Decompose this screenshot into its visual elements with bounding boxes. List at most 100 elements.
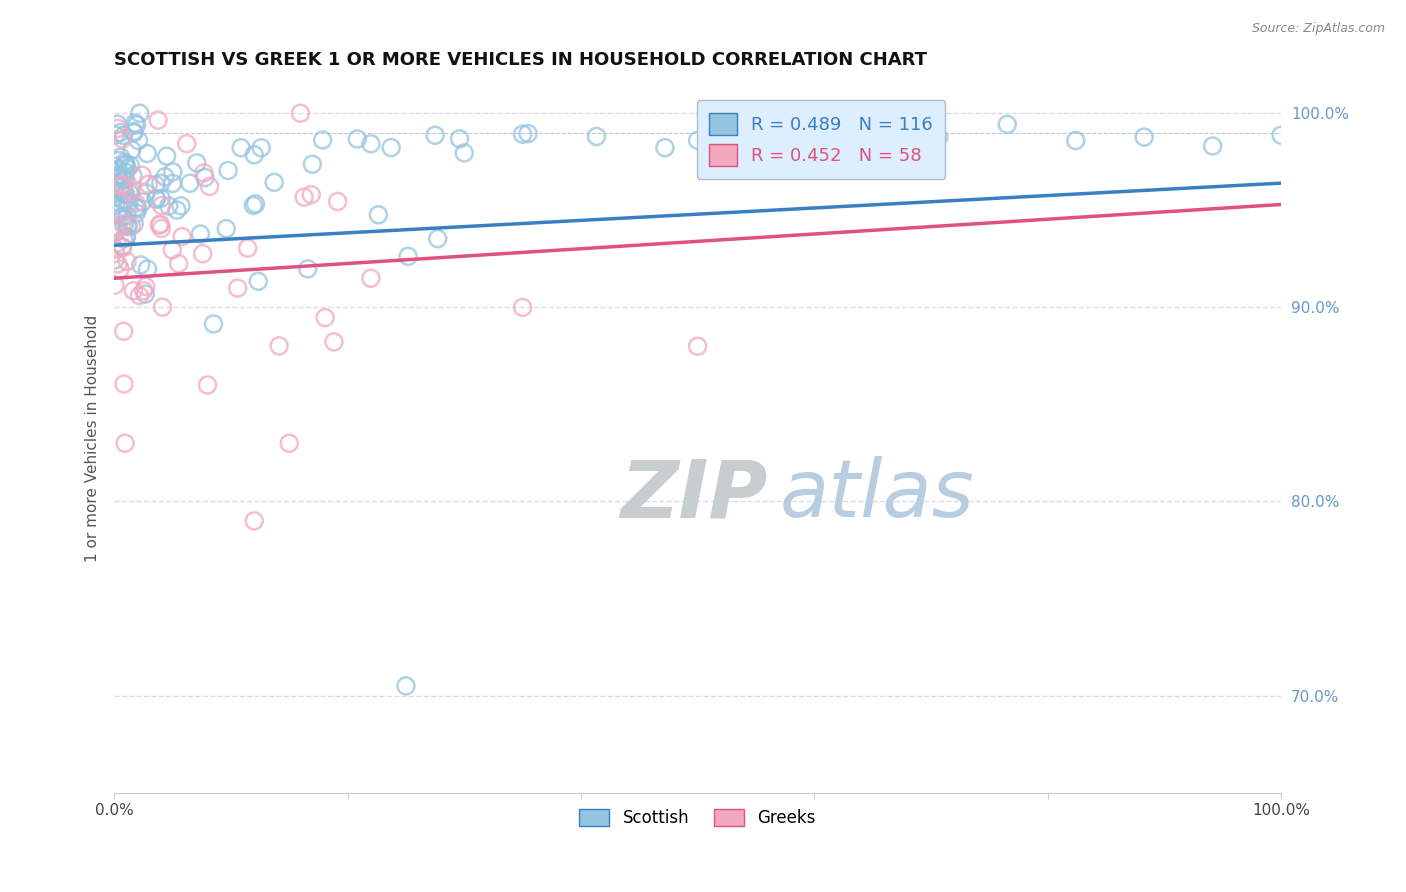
Point [114, 155, 136, 169]
Point [107, 121, 129, 136]
Point [1270, 128, 1292, 143]
Point [125, 206, 148, 220]
Point [118, 186, 141, 201]
Point [107, 162, 129, 177]
Point [170, 229, 193, 244]
Point [585, 129, 607, 144]
Y-axis label: 1 or more Vehicles in Household: 1 or more Vehicles in Household [86, 315, 100, 562]
Point [423, 128, 446, 143]
Point [167, 257, 190, 271]
Point [512, 301, 534, 315]
Point [928, 130, 950, 145]
Point [162, 177, 184, 191]
Point [114, 436, 136, 450]
Point [122, 126, 145, 140]
Point [114, 186, 136, 201]
Point [104, 220, 127, 235]
Point [111, 169, 134, 184]
Point [156, 149, 179, 163]
Point [162, 243, 184, 257]
Point [153, 169, 176, 184]
Point [107, 168, 129, 182]
Point [104, 223, 127, 237]
Point [170, 199, 193, 213]
Point [115, 229, 138, 244]
Point [136, 146, 159, 161]
Point [191, 246, 214, 260]
Point [995, 117, 1018, 131]
Point [111, 210, 134, 224]
Point [449, 132, 471, 146]
Point [229, 141, 252, 155]
Point [128, 288, 150, 302]
Text: SCOTTISH VS GREEK 1 OR MORE VEHICLES IN HOUSEHOLD CORRELATION CHART: SCOTTISH VS GREEK 1 OR MORE VEHICLES IN … [114, 51, 927, 69]
Point [121, 219, 143, 234]
Point [453, 145, 475, 160]
Point [111, 132, 134, 146]
Point [194, 170, 217, 185]
Point [148, 218, 170, 232]
Point [112, 128, 135, 143]
Point [108, 262, 131, 277]
Point [108, 195, 131, 210]
Point [110, 178, 132, 193]
Point [111, 178, 134, 192]
Point [311, 133, 333, 147]
Point [115, 161, 138, 176]
Point [149, 217, 172, 231]
Point [686, 339, 709, 353]
Point [236, 241, 259, 255]
Point [112, 195, 135, 210]
Point [145, 192, 167, 206]
Point [111, 179, 134, 194]
Point [190, 227, 212, 241]
Point [1201, 139, 1223, 153]
Point [162, 165, 184, 179]
Point [104, 243, 127, 257]
Point [150, 191, 173, 205]
Point [136, 262, 159, 277]
Point [132, 284, 155, 298]
Point [179, 176, 201, 190]
Point [112, 172, 135, 186]
Point [122, 124, 145, 138]
Point [122, 284, 145, 298]
Point [104, 128, 127, 142]
Point [114, 218, 136, 232]
Point [186, 156, 208, 170]
Point [108, 153, 131, 168]
Point [115, 209, 138, 223]
Point [127, 202, 149, 216]
Point [290, 106, 312, 120]
Point [105, 207, 128, 221]
Point [859, 148, 882, 162]
Point [512, 127, 534, 141]
Point [150, 221, 173, 235]
Point [114, 158, 136, 172]
Point [1064, 134, 1087, 148]
Point [118, 197, 141, 211]
Point [111, 185, 134, 199]
Point [104, 278, 127, 293]
Text: atlas: atlas [779, 456, 974, 534]
Point [654, 141, 676, 155]
Point [198, 179, 221, 194]
Point [108, 126, 131, 140]
Point [297, 261, 319, 276]
Point [215, 221, 238, 235]
Point [152, 300, 174, 314]
Text: ZIP: ZIP [620, 456, 768, 534]
Point [278, 436, 301, 450]
Point [105, 235, 128, 250]
Point [380, 140, 402, 154]
Point [517, 127, 540, 141]
Point [193, 166, 215, 180]
Point [301, 157, 323, 171]
Point [114, 165, 136, 179]
Point [115, 254, 138, 268]
Point [129, 258, 152, 272]
Point [112, 377, 135, 392]
Point [217, 163, 239, 178]
Point [115, 195, 138, 210]
Point [367, 208, 389, 222]
